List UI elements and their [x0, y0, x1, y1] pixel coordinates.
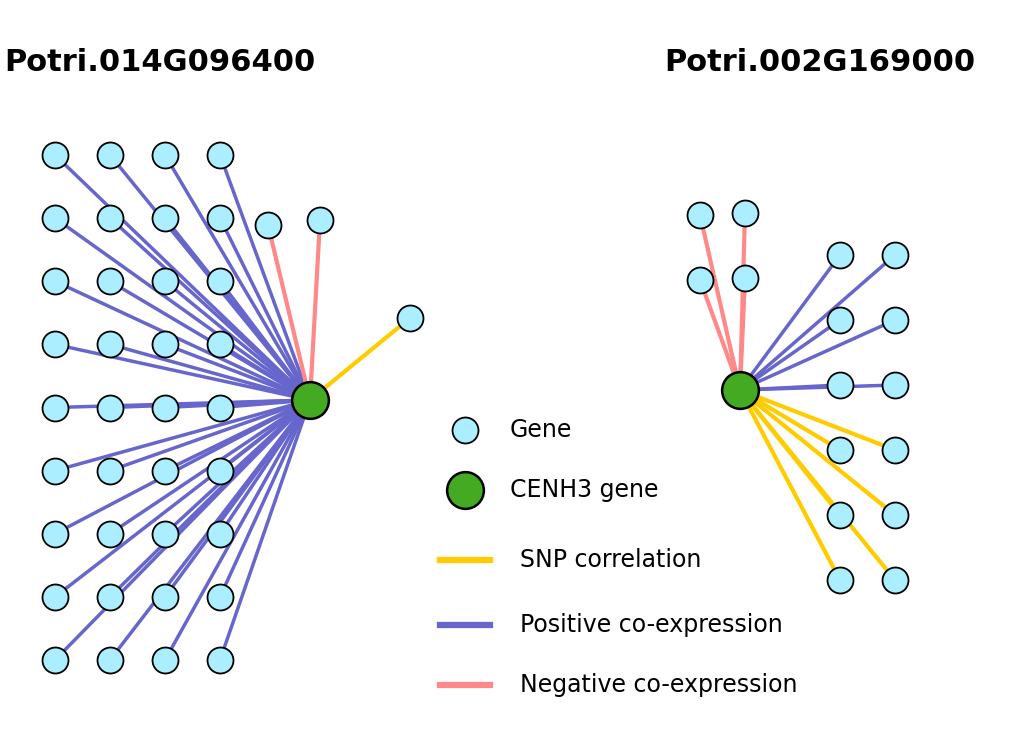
Point	[212, 402, 228, 414]
Point	[692, 274, 709, 286]
Point	[157, 402, 173, 414]
Point	[212, 528, 228, 540]
Point	[887, 314, 903, 326]
Point	[737, 207, 754, 219]
Point	[212, 339, 228, 351]
Point	[47, 528, 63, 540]
Point	[101, 276, 118, 288]
Point	[831, 509, 848, 521]
Point	[212, 149, 228, 161]
Point	[101, 465, 118, 477]
Text: Positive co-expression: Positive co-expression	[520, 613, 782, 637]
Point	[101, 339, 118, 351]
Point	[831, 249, 848, 261]
Point	[692, 209, 709, 221]
Text: Potri.014G096400: Potri.014G096400	[4, 48, 315, 77]
Point	[831, 379, 848, 391]
Point	[101, 528, 118, 540]
Point	[47, 465, 63, 477]
Point	[157, 591, 173, 603]
Point	[887, 249, 903, 261]
Point	[457, 424, 473, 436]
Point	[47, 591, 63, 603]
Point	[47, 149, 63, 161]
Point	[311, 214, 328, 226]
Point	[887, 509, 903, 521]
Point	[157, 339, 173, 351]
Point	[47, 212, 63, 224]
Text: Gene: Gene	[510, 418, 572, 442]
Text: SNP correlation: SNP correlation	[520, 548, 701, 572]
Point	[457, 484, 473, 496]
Point	[212, 212, 228, 224]
Point	[887, 574, 903, 586]
Point	[47, 402, 63, 414]
Point	[831, 314, 848, 326]
Point	[157, 528, 173, 540]
Point	[212, 465, 228, 477]
Text: Negative co-expression: Negative co-expression	[520, 673, 798, 697]
Point	[831, 574, 848, 586]
Point	[101, 591, 118, 603]
Point	[157, 276, 173, 288]
Point	[47, 276, 63, 288]
Point	[101, 212, 118, 224]
Point	[732, 384, 749, 396]
Point	[887, 379, 903, 391]
Point	[737, 272, 754, 284]
Point	[47, 654, 63, 666]
Point	[212, 654, 228, 666]
Point	[101, 149, 118, 161]
Text: CENH3 gene: CENH3 gene	[510, 478, 658, 502]
Point	[302, 394, 318, 406]
Point	[157, 149, 173, 161]
Point	[260, 219, 276, 231]
Point	[157, 465, 173, 477]
Point	[831, 444, 848, 456]
Text: Potri.002G169000: Potri.002G169000	[665, 48, 976, 77]
Point	[101, 654, 118, 666]
Point	[157, 654, 173, 666]
Point	[101, 402, 118, 414]
Point	[401, 312, 418, 324]
Point	[157, 212, 173, 224]
Point	[212, 591, 228, 603]
Point	[47, 339, 63, 351]
Point	[887, 444, 903, 456]
Point	[212, 276, 228, 288]
